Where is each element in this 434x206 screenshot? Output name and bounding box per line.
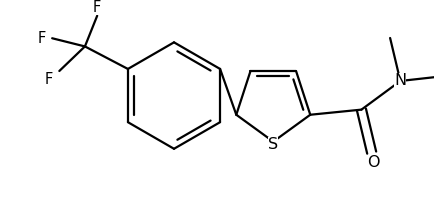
Text: O: O [367,155,379,170]
Text: F: F [93,0,101,15]
Text: S: S [268,137,278,152]
Text: F: F [45,72,53,87]
Text: F: F [38,31,46,46]
Text: N: N [393,74,405,88]
